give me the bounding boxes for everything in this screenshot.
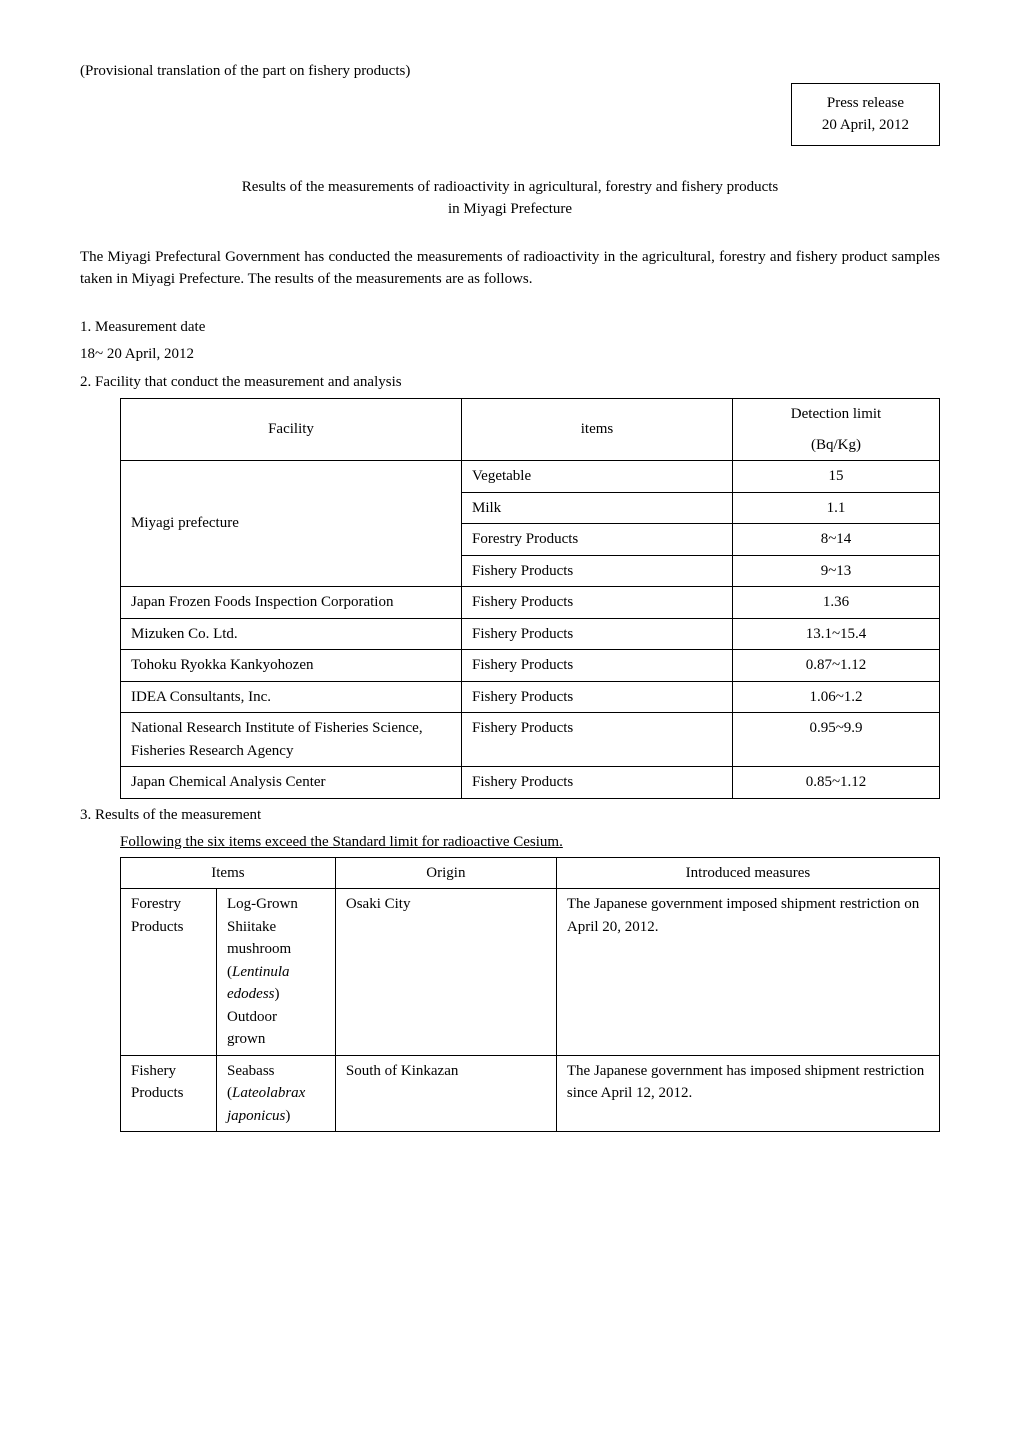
table-cell: IDEA Consultants, Inc. (121, 681, 462, 713)
table-cell: Miyagi prefecture (121, 461, 462, 587)
col-limit: Detection limit (733, 399, 940, 430)
table-cell: National Research Institute of Fisheries… (121, 713, 462, 767)
col-items: items (462, 399, 733, 461)
section3-subheading: Following the six items exceed the Stand… (120, 831, 940, 854)
table-cell: Fishery Products (462, 713, 733, 767)
section1-value: 18~ 20 April, 2012 (80, 343, 940, 366)
title-line2: in Miyagi Prefecture (80, 198, 940, 221)
table-cell: 1.06~1.2 (733, 681, 940, 713)
table-cell: Osaki City (335, 889, 556, 1056)
table-cell: 1.1 (733, 492, 940, 524)
section2-heading: 2. Facility that conduct the measurement… (80, 371, 940, 394)
col-facility: Facility (121, 399, 462, 461)
col-items: Items (121, 857, 336, 889)
item-text: ) (285, 1108, 290, 1124)
intro-paragraph: The Miyagi Prefectural Government has co… (80, 246, 940, 291)
table-cell: South of Kinkazan (335, 1055, 556, 1132)
table-cell: Fishery Products (121, 1055, 217, 1132)
table-cell: 13.1~15.4 (733, 618, 940, 650)
document-title: Results of the measurements of radioacti… (80, 176, 940, 221)
table-cell: Japan Frozen Foods Inspection Corporatio… (121, 587, 462, 619)
table-cell: Milk (462, 492, 733, 524)
table-cell: The Japanese government has imposed ship… (556, 1055, 939, 1132)
col-limit-unit: (Bq/Kg) (733, 430, 940, 461)
table-cell: Forestry Products (121, 889, 217, 1056)
section3-heading: 3. Results of the measurement (80, 804, 940, 827)
table-cell: 1.36 (733, 587, 940, 619)
item-text: Shiitake (227, 919, 276, 935)
col-measures: Introduced measures (556, 857, 939, 889)
table-cell: Seabass (Lateolabrax japonicus) (217, 1055, 336, 1132)
table-cell: Log-Grown Shiitake mushroom (Lentinula e… (217, 889, 336, 1056)
provisional-note: (Provisional translation of the part on … (80, 60, 940, 83)
table-cell: Mizuken Co. Ltd. (121, 618, 462, 650)
press-release-box: Press release 20 April, 2012 (791, 83, 940, 146)
table-cell: Fishery Products (462, 587, 733, 619)
table-cell: 8~14 (733, 524, 940, 556)
press-release-label: Press release (822, 92, 909, 115)
table-cell: Tohoku Ryokka Kankyohozen (121, 650, 462, 682)
facility-table: Facility items Detection limit (Bq/Kg) M… (120, 398, 940, 799)
table-cell: 0.95~9.9 (733, 713, 940, 767)
table-cell: Fishery Products (462, 650, 733, 682)
item-text: Log-Grown (227, 896, 298, 912)
item-text: grown (227, 1031, 265, 1047)
table-cell: Japan Chemical Analysis Center (121, 767, 462, 799)
table-cell: 15 (733, 461, 940, 493)
title-line1: Results of the measurements of radioacti… (80, 176, 940, 199)
press-release-date: 20 April, 2012 (822, 114, 909, 137)
table-cell: Vegetable (462, 461, 733, 493)
item-text: Lateolabrax (232, 1085, 305, 1101)
section1-heading: 1. Measurement date (80, 316, 940, 339)
table-cell: Fishery Products (462, 767, 733, 799)
item-text: Seabass (227, 1063, 275, 1079)
table-cell: The Japanese government imposed shipment… (556, 889, 939, 1056)
table-cell: Fishery Products (462, 618, 733, 650)
col-origin: Origin (335, 857, 556, 889)
table-cell: Forestry Products (462, 524, 733, 556)
item-text: edodess (227, 986, 275, 1002)
table-cell: Fishery Products (462, 681, 733, 713)
item-text: japonicus (227, 1108, 285, 1124)
table-cell: 0.85~1.12 (733, 767, 940, 799)
item-text: Lentinula (232, 964, 290, 980)
table-cell: 0.87~1.12 (733, 650, 940, 682)
table-cell: 9~13 (733, 555, 940, 587)
results-table: Items Origin Introduced measures Forestr… (120, 857, 940, 1133)
table-cell: Fishery Products (462, 555, 733, 587)
item-text: mushroom (227, 941, 291, 957)
